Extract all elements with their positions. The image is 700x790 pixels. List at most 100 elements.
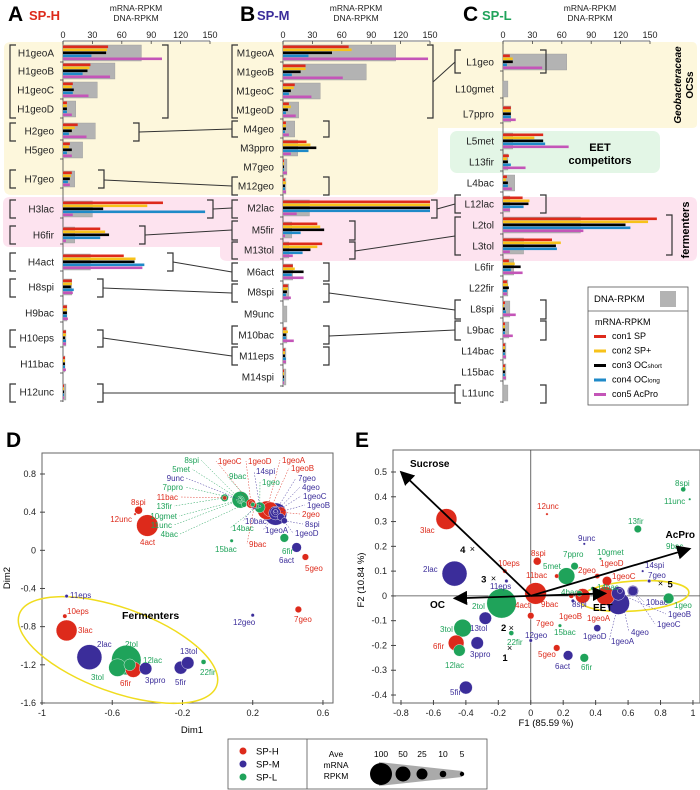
con4-bar	[503, 247, 557, 251]
con1-bar	[63, 356, 65, 360]
con2-bar	[283, 86, 294, 90]
point-label: 5fir	[175, 678, 186, 687]
con5-bar	[283, 381, 284, 385]
point-label: 9bac	[229, 472, 246, 481]
row-label: L3tol	[472, 242, 494, 253]
con2-bar	[63, 145, 69, 149]
bar-row: M2lac	[247, 199, 430, 218]
con1-bar	[283, 327, 286, 331]
size-legend-circle	[439, 770, 447, 778]
data-point	[435, 508, 458, 530]
row-label: H12unc	[20, 388, 54, 399]
point-label: 10bac	[646, 598, 668, 607]
row-label: M10bac	[238, 331, 274, 342]
con4-bar	[63, 365, 65, 369]
con3-bar	[503, 60, 513, 64]
point-label: 1geoC	[657, 620, 681, 629]
con3-bar	[283, 270, 304, 274]
con4-bar	[503, 142, 546, 146]
con4-bar	[63, 132, 69, 136]
bar-row: M1geoB	[237, 63, 367, 82]
con5-bar	[283, 152, 291, 156]
row-label: H1geoD	[17, 105, 54, 116]
x-tick-label: 0.8	[654, 708, 667, 718]
data-point	[554, 573, 560, 579]
bracket	[454, 49, 461, 74]
data-point	[504, 579, 509, 583]
size-title-line3: RPKM	[324, 771, 349, 781]
condition-label: 4	[460, 545, 466, 556]
panel-a-header: A SP-H mRNA-RPKM DNA-RPKM	[8, 3, 162, 26]
legend-swatch-con2	[594, 349, 606, 353]
legend-series: con1 SP con2 SP+ con3 OCshort con4 OClong co…	[594, 331, 662, 399]
data-point	[582, 542, 586, 546]
con5-bar	[63, 342, 66, 346]
point-label: 3lac	[420, 526, 435, 535]
panel-c-header: C SP-L mRNA-RPKM DNA-RPKM	[463, 3, 616, 26]
con2-bar	[283, 124, 286, 128]
con2-bar	[63, 48, 108, 52]
y-tick-label: 0.4	[23, 507, 36, 517]
bracket	[97, 278, 104, 298]
data-point	[563, 650, 574, 661]
row-label: M6act	[247, 268, 274, 279]
data-point	[301, 553, 309, 561]
fermenters-annotation: Fermenters	[122, 610, 179, 622]
y-tick-label: 0.3	[374, 517, 387, 527]
data-point	[579, 653, 589, 663]
data-point	[294, 605, 302, 613]
point-label: 12unc	[110, 515, 132, 524]
vector-label: OC	[430, 600, 445, 611]
point-label: 3ppro	[470, 650, 491, 659]
row-label: L4bac	[467, 179, 494, 190]
row-label: H11bac	[20, 360, 54, 371]
bar-row: H9bac	[25, 304, 68, 323]
row-label: H2geo	[25, 127, 55, 138]
con4-bar	[63, 288, 74, 292]
x-tick-label: -0.4	[458, 708, 474, 718]
point-label: 1geoB	[668, 610, 691, 619]
data-point	[181, 656, 195, 670]
con5-bar	[63, 213, 73, 217]
bracket	[540, 320, 547, 341]
con3-bar	[63, 177, 70, 181]
con5-bar	[503, 355, 506, 359]
connector-line	[328, 329, 456, 337]
leader-line	[275, 477, 297, 512]
con3-bar	[503, 223, 626, 227]
con2-bar	[283, 225, 321, 229]
con1-bar	[503, 238, 552, 242]
con1-bar	[503, 301, 505, 305]
bar-row: H4act	[28, 253, 145, 272]
bracket	[162, 44, 169, 119]
panel-title: SP-L	[482, 8, 512, 23]
point-label: 7geo	[298, 474, 316, 483]
bracket	[231, 199, 238, 219]
x-tick-label: 0.2	[557, 708, 570, 718]
con2-bar	[503, 367, 505, 371]
x-tick-label: -0.6	[104, 708, 120, 718]
point-label: 1geoA	[587, 614, 611, 623]
bar-row: M6act	[247, 263, 304, 282]
row-label: H6fir	[33, 231, 55, 242]
con5-bar	[63, 266, 143, 270]
data-point	[291, 542, 302, 553]
con3-bar	[503, 244, 556, 248]
point-label: 9bac	[541, 600, 558, 609]
bar-row: M1geoA	[237, 44, 429, 63]
point-label: 9unc	[167, 474, 184, 483]
size-legend-circle	[459, 771, 465, 777]
con5-bar	[63, 113, 72, 117]
bracket	[666, 214, 673, 256]
bracket	[231, 262, 238, 282]
con5-bar	[503, 376, 506, 380]
row-label: M1geoB	[237, 68, 275, 79]
leader-line	[245, 460, 252, 504]
bracket	[231, 241, 238, 260]
con4-bar	[63, 110, 67, 114]
point-label: 11eps	[70, 591, 91, 600]
data-point	[453, 619, 472, 638]
con1-bar	[63, 82, 73, 86]
point-label: 6fir	[282, 547, 293, 556]
point-label: 6fir	[120, 679, 131, 688]
